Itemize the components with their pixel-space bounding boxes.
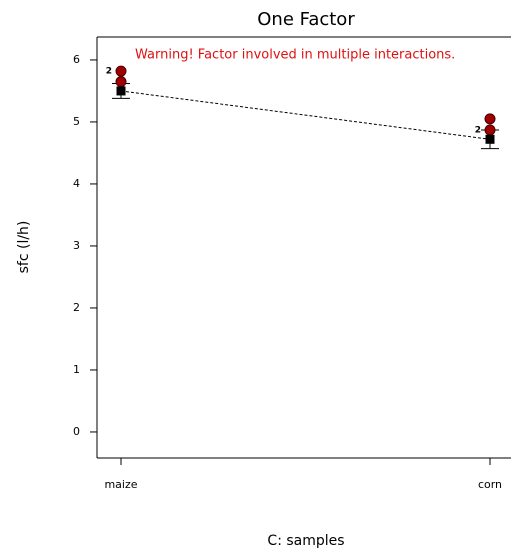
y-tick-label: 5 (73, 115, 80, 128)
y-tick-label: 4 (73, 177, 80, 190)
y-tick-label: 6 (73, 53, 80, 66)
point-count: 2 (106, 67, 112, 77)
y-tick-label: 1 (73, 363, 80, 376)
mean-point (116, 86, 126, 96)
x-axis-label: C: samples (267, 533, 344, 549)
x-tick-label: corn (478, 478, 502, 491)
y-tick-label: 3 (73, 239, 80, 252)
mean-line (120, 90, 491, 140)
warning: Warning! Factor involved in multiple int… (135, 48, 455, 63)
design-point (484, 113, 496, 125)
mean-point (485, 134, 495, 144)
design-point (484, 124, 496, 136)
y-tick-label: 0 (73, 425, 80, 438)
y-tick-label: 2 (73, 301, 80, 314)
point-count: 2 (475, 126, 481, 136)
design-point (115, 65, 127, 77)
design-point (115, 76, 127, 88)
y-axis-label: sfc (l/h) (16, 221, 32, 274)
x-tick-label: maize (104, 478, 137, 491)
chart-title: One Factor (257, 9, 355, 30)
